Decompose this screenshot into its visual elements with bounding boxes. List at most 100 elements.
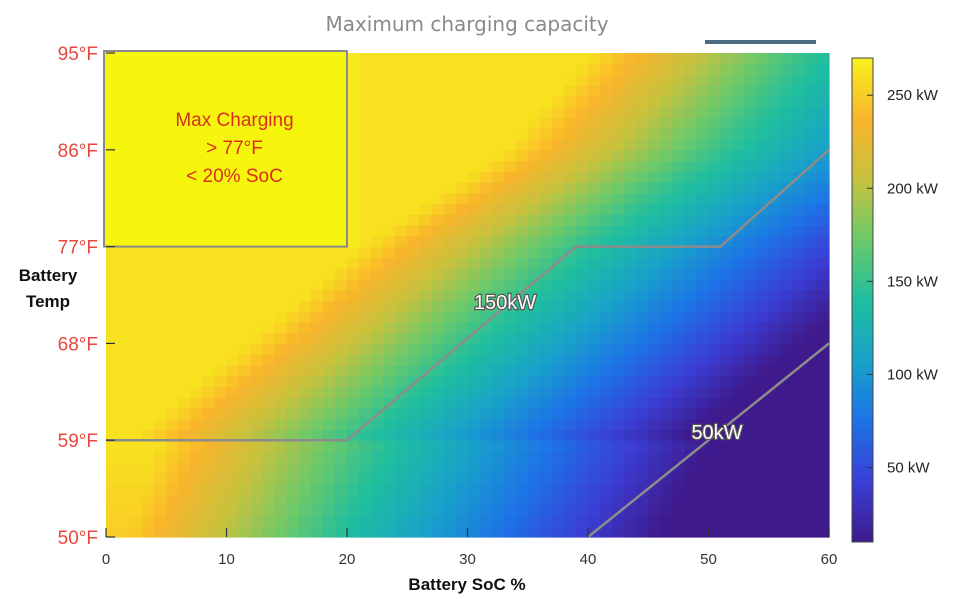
heatmap-cell bbox=[202, 354, 216, 366]
heatmap-cell bbox=[708, 493, 722, 506]
heatmap-cell bbox=[575, 139, 589, 151]
heatmap-cell bbox=[118, 407, 131, 420]
heatmap-cell bbox=[202, 450, 216, 463]
heatmap-cell bbox=[551, 289, 565, 301]
heatmap-cell bbox=[347, 63, 360, 76]
heatmap-cell bbox=[660, 450, 673, 463]
heatmap-cell bbox=[359, 354, 372, 366]
heatmap-cell bbox=[383, 149, 396, 162]
heatmap-cell bbox=[395, 526, 408, 538]
heatmap-cell bbox=[588, 386, 601, 398]
heatmap-cell bbox=[600, 526, 613, 538]
heatmap-cell bbox=[166, 343, 179, 355]
heatmap-cell bbox=[708, 192, 722, 205]
heatmap-cell bbox=[684, 311, 698, 323]
heatmap-cell bbox=[624, 515, 637, 527]
heatmap-cell bbox=[214, 493, 228, 506]
heatmap-cell bbox=[539, 429, 553, 441]
heatmap-cell bbox=[744, 63, 758, 76]
heatmap-cell bbox=[190, 483, 203, 495]
heatmap-cell bbox=[612, 343, 625, 355]
heatmap-cell bbox=[696, 504, 710, 517]
heatmap-cell bbox=[515, 225, 529, 237]
heatmap-cell bbox=[491, 257, 505, 269]
heatmap-cell bbox=[431, 343, 444, 355]
heatmap-cell bbox=[636, 139, 649, 151]
heatmap-cell bbox=[322, 440, 336, 452]
heatmap-cell bbox=[154, 483, 167, 495]
heatmap-cell bbox=[551, 128, 565, 140]
heatmap-cell bbox=[503, 461, 517, 474]
heatmap-cell bbox=[563, 483, 577, 495]
heatmap-cell bbox=[226, 483, 240, 495]
heatmap-cell bbox=[527, 117, 541, 129]
heatmap-cell bbox=[648, 461, 661, 474]
heatmap-cell bbox=[732, 472, 746, 484]
heatmap-cell bbox=[816, 493, 830, 506]
heatmap-cell bbox=[467, 128, 481, 140]
heatmap-cell bbox=[792, 96, 806, 108]
heatmap-cell bbox=[588, 192, 601, 205]
heatmap-cell bbox=[467, 246, 481, 258]
heatmap-cell bbox=[467, 203, 481, 215]
heatmap-cell bbox=[696, 171, 710, 183]
heatmap-cell bbox=[600, 354, 613, 366]
heatmap-cell bbox=[419, 407, 432, 420]
heatmap-cell bbox=[467, 53, 481, 65]
heatmap-cell bbox=[792, 289, 806, 301]
heatmap-cell bbox=[274, 311, 288, 323]
heatmap-cell bbox=[130, 461, 143, 474]
heatmap-cell bbox=[106, 364, 119, 377]
heatmap-cell bbox=[503, 354, 517, 366]
heatmap-cell bbox=[419, 289, 432, 301]
heatmap-cell bbox=[334, 257, 348, 269]
heatmap-cell bbox=[310, 332, 324, 344]
heatmap-cell bbox=[371, 504, 384, 517]
heatmap-cell bbox=[431, 386, 444, 398]
heatmap-cell bbox=[563, 289, 577, 301]
heatmap-cell bbox=[732, 74, 746, 86]
heatmap-cell bbox=[491, 160, 505, 172]
heatmap-cell bbox=[672, 139, 685, 151]
heatmap-cell bbox=[491, 96, 505, 108]
heatmap-cell bbox=[118, 526, 131, 538]
heatmap-cell bbox=[347, 311, 360, 323]
heatmap-cell bbox=[166, 429, 179, 441]
heatmap-cell bbox=[214, 246, 228, 258]
heatmap-cell bbox=[347, 504, 360, 517]
heatmap-cell bbox=[226, 493, 240, 506]
heatmap-cell bbox=[395, 53, 408, 65]
heatmap-cell bbox=[792, 397, 806, 409]
heatmap-cell bbox=[768, 128, 782, 140]
heatmap-cell bbox=[816, 225, 830, 237]
heatmap-cell bbox=[359, 321, 372, 334]
heatmap-cell bbox=[612, 440, 625, 452]
heatmap-cell bbox=[383, 461, 396, 474]
heatmap-cell bbox=[130, 526, 143, 538]
heatmap-cell bbox=[419, 214, 432, 226]
heatmap-cell bbox=[648, 300, 661, 312]
heatmap-cell bbox=[455, 139, 469, 151]
heatmap-cell bbox=[479, 461, 493, 474]
heatmap-cell bbox=[600, 192, 613, 205]
heatmap-cell bbox=[624, 321, 637, 334]
heatmap-cell bbox=[684, 149, 698, 162]
heatmap-cell bbox=[732, 268, 746, 280]
heatmap-cell bbox=[455, 96, 469, 108]
heatmap-cell bbox=[588, 515, 601, 527]
heatmap-cell bbox=[600, 493, 613, 506]
heatmap-cell bbox=[575, 182, 589, 194]
heatmap-cell bbox=[130, 440, 143, 452]
heatmap-cell bbox=[395, 311, 408, 323]
heatmap-cell bbox=[696, 149, 710, 162]
heatmap-cell bbox=[262, 483, 276, 495]
heatmap-cell bbox=[250, 278, 264, 291]
heatmap-cell bbox=[756, 504, 770, 517]
heatmap-cell bbox=[359, 364, 372, 377]
heatmap-cell bbox=[443, 483, 457, 495]
heatmap-cell bbox=[178, 343, 191, 355]
heatmap-cell bbox=[696, 321, 710, 334]
heatmap-cell bbox=[792, 418, 806, 431]
heatmap-cell bbox=[588, 332, 601, 344]
heatmap-cell bbox=[539, 246, 553, 258]
